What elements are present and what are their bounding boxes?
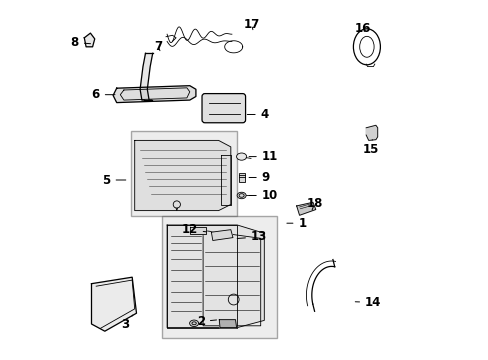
Text: 16: 16	[354, 22, 371, 35]
Polygon shape	[134, 140, 230, 211]
Text: 2: 2	[196, 315, 216, 328]
Text: 11: 11	[248, 150, 278, 163]
Polygon shape	[91, 277, 136, 331]
Text: 3: 3	[121, 315, 133, 330]
Text: 4: 4	[247, 108, 268, 121]
Bar	[238, 173, 244, 182]
Polygon shape	[84, 33, 95, 47]
FancyBboxPatch shape	[202, 94, 245, 123]
Text: 1: 1	[286, 217, 306, 230]
Bar	[162, 216, 276, 338]
Polygon shape	[140, 53, 152, 100]
Ellipse shape	[236, 153, 246, 160]
Text: 15: 15	[362, 140, 378, 156]
Text: 17: 17	[243, 18, 259, 31]
Bar	[131, 131, 237, 216]
Text: 13: 13	[237, 230, 266, 243]
Text: 8: 8	[70, 36, 90, 49]
Polygon shape	[189, 227, 205, 234]
Polygon shape	[366, 125, 377, 140]
Text: 7: 7	[154, 40, 162, 53]
Text: 12: 12	[181, 223, 206, 236]
Text: 5: 5	[102, 174, 125, 186]
Text: 14: 14	[355, 296, 381, 309]
Text: 9: 9	[248, 171, 269, 184]
Polygon shape	[113, 86, 196, 103]
Text: 18: 18	[306, 197, 322, 210]
Polygon shape	[219, 320, 236, 328]
Text: 10: 10	[248, 189, 278, 202]
Ellipse shape	[237, 192, 245, 199]
Polygon shape	[167, 225, 264, 328]
Polygon shape	[211, 230, 232, 240]
Polygon shape	[296, 202, 315, 215]
Ellipse shape	[189, 320, 198, 327]
Text: 6: 6	[91, 88, 115, 101]
